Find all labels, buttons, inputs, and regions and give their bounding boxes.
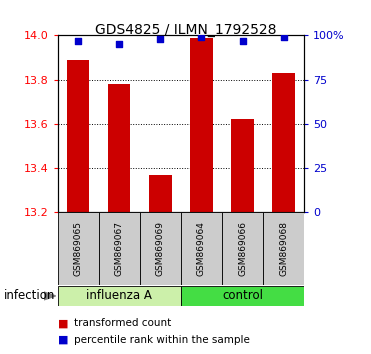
Bar bbox=[231, 120, 254, 212]
Point bbox=[198, 34, 204, 40]
Polygon shape bbox=[44, 292, 56, 300]
Bar bbox=[140, 212, 181, 285]
Text: percentile rank within the sample: percentile rank within the sample bbox=[74, 335, 250, 345]
Bar bbox=[149, 175, 172, 212]
Text: control: control bbox=[222, 290, 263, 302]
Bar bbox=[272, 73, 295, 212]
Bar bbox=[67, 60, 89, 212]
Point bbox=[240, 38, 246, 44]
Text: GSM869066: GSM869066 bbox=[238, 221, 247, 276]
Point bbox=[281, 34, 287, 40]
Text: ■: ■ bbox=[58, 335, 68, 345]
Bar bbox=[222, 212, 263, 285]
Text: ■: ■ bbox=[58, 318, 68, 328]
Text: GSM869067: GSM869067 bbox=[115, 221, 124, 276]
Point bbox=[116, 41, 122, 47]
Point bbox=[75, 38, 81, 44]
Bar bbox=[263, 212, 304, 285]
Bar bbox=[108, 84, 131, 212]
Bar bbox=[58, 286, 181, 306]
Bar bbox=[181, 212, 222, 285]
Text: GSM869068: GSM869068 bbox=[279, 221, 288, 276]
Text: GDS4825 / ILMN_1792528: GDS4825 / ILMN_1792528 bbox=[95, 23, 276, 37]
Text: transformed count: transformed count bbox=[74, 318, 171, 328]
Point bbox=[157, 36, 163, 42]
Text: GSM869064: GSM869064 bbox=[197, 221, 206, 276]
Bar bbox=[190, 38, 213, 212]
Text: GSM869069: GSM869069 bbox=[156, 221, 165, 276]
Bar bbox=[58, 212, 99, 285]
Text: GSM869065: GSM869065 bbox=[73, 221, 83, 276]
Bar bbox=[99, 212, 140, 285]
Bar bbox=[181, 286, 304, 306]
Text: influenza A: influenza A bbox=[86, 290, 152, 302]
Text: infection: infection bbox=[4, 290, 55, 302]
